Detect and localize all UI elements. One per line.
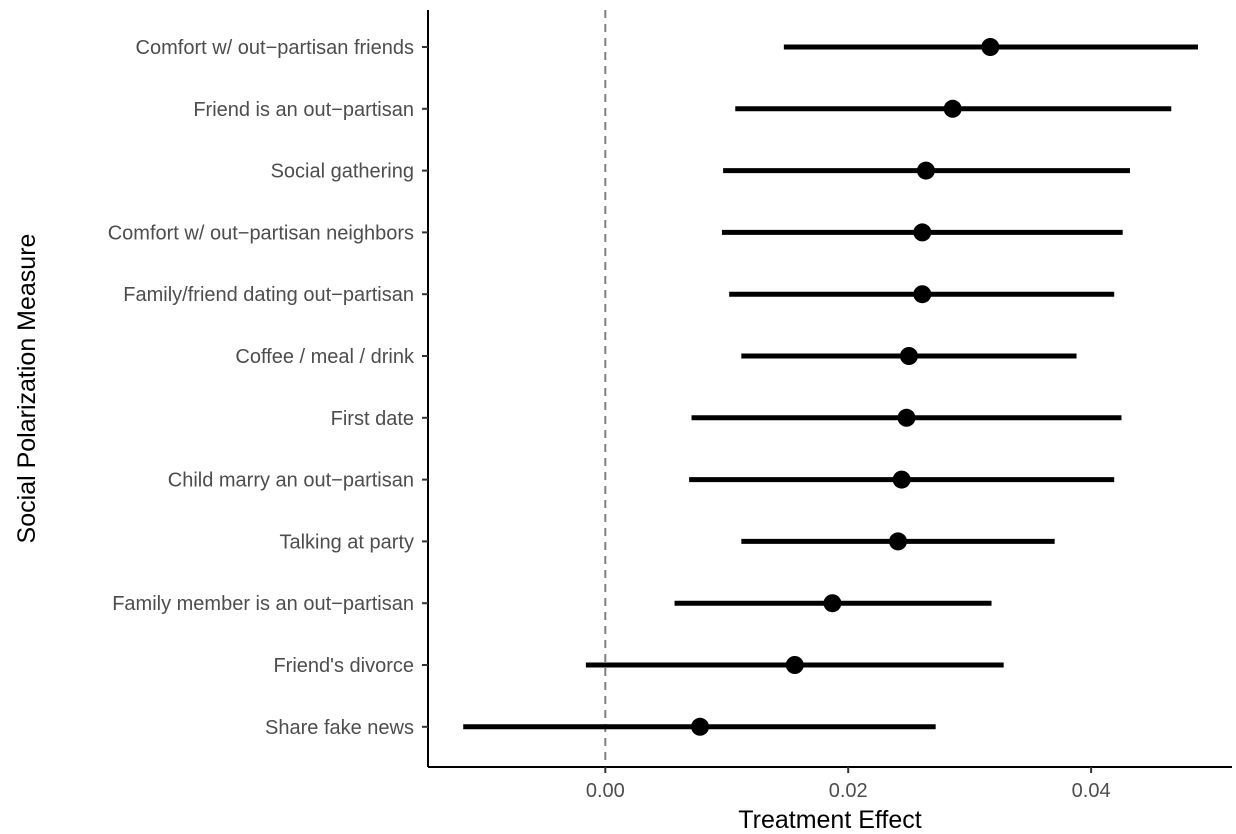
y-tick-label: First date — [331, 408, 414, 430]
point-estimate — [913, 223, 932, 242]
x-tick-label: 0.02 — [829, 780, 868, 802]
y-axis-title: Social Polarization Measure — [13, 234, 41, 544]
point-estimate — [981, 38, 1000, 56]
y-tick-label: Talking at party — [279, 531, 414, 553]
point-estimate — [899, 347, 918, 365]
y-tick-label: Coffee / meal / drink — [235, 346, 415, 368]
point-estimate — [892, 470, 911, 489]
x-tick-label: 0.00 — [586, 780, 625, 802]
y-tick-label: Friend is an out−partisan — [193, 99, 414, 121]
point-estimate — [889, 532, 908, 551]
point-estimate — [913, 285, 932, 304]
y-tick-label: Share fake news — [265, 717, 414, 739]
point-estimate — [823, 594, 842, 613]
y-tick-label: Family/friend dating out−partisan — [123, 284, 414, 306]
y-tick-label: Comfort w/ out−partisan neighbors — [108, 222, 414, 244]
y-tick-label: Friend's divorce — [273, 655, 414, 677]
point-estimate — [785, 656, 804, 674]
y-tick-label: Family member is an out−partisan — [112, 593, 414, 615]
y-tick-label: Social gathering — [271, 161, 414, 183]
point-estimate — [943, 99, 962, 118]
y-tick-label: Child marry an out−partisan — [168, 470, 414, 492]
x-axis-title: Treatment Effect — [738, 806, 921, 834]
point-estimate — [897, 408, 916, 427]
point-estimate — [916, 161, 935, 180]
y-tick-label: Comfort w/ out−partisan friends — [136, 37, 414, 59]
point-estimate — [691, 717, 710, 736]
x-tick-label: 0.04 — [1072, 780, 1111, 802]
